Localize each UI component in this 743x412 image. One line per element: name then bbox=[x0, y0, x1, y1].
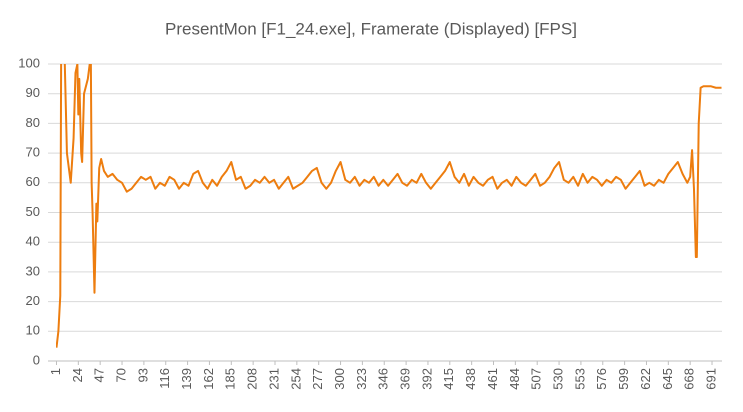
x-tick-label: 116 bbox=[157, 368, 172, 389]
data-line bbox=[56, 64, 722, 348]
x-tick-label: 93 bbox=[135, 368, 150, 382]
y-tick-label: 10 bbox=[26, 323, 40, 338]
x-tick-label: 438 bbox=[463, 368, 478, 390]
x-tick-label: 530 bbox=[551, 368, 566, 390]
x-tick-label: 484 bbox=[507, 368, 522, 390]
x-tick-label: 139 bbox=[179, 368, 194, 390]
x-tick-label: 254 bbox=[288, 368, 303, 390]
y-tick-label: 100 bbox=[18, 55, 40, 70]
x-tick-label: 323 bbox=[354, 368, 369, 390]
x-tick-label: 668 bbox=[682, 368, 697, 390]
y-tick-label: 50 bbox=[26, 204, 40, 219]
x-tick-label: 576 bbox=[594, 368, 609, 390]
chart-title: PresentMon [F1_24.exe], Framerate (Displ… bbox=[165, 19, 577, 38]
x-tick-label: 622 bbox=[638, 368, 653, 390]
x-tick-label: 162 bbox=[201, 368, 216, 390]
plot-area bbox=[56, 64, 722, 348]
y-tick-label: 20 bbox=[26, 293, 40, 308]
x-tick-label: 24 bbox=[70, 368, 85, 382]
x-tick-label: 507 bbox=[529, 368, 544, 390]
x-tick-label: 415 bbox=[441, 368, 456, 390]
x-tick-label: 392 bbox=[419, 368, 434, 390]
y-tick-label: 40 bbox=[26, 234, 40, 249]
x-tick-label: 369 bbox=[398, 368, 413, 390]
y-tick-label: 80 bbox=[26, 115, 40, 130]
x-tick-label: 47 bbox=[92, 368, 107, 382]
y-tick-label: 70 bbox=[26, 145, 40, 160]
x-tick-label: 1 bbox=[48, 368, 63, 375]
x-tick-label: 231 bbox=[266, 368, 281, 390]
x-tick-label: 208 bbox=[245, 368, 260, 390]
y-tick-label: 30 bbox=[26, 263, 40, 278]
x-tick-label: 553 bbox=[572, 368, 587, 390]
x-tick-label: 70 bbox=[113, 368, 128, 382]
x-tick-label: 461 bbox=[485, 368, 500, 390]
x-tick-label: 277 bbox=[310, 368, 325, 390]
y-tick-label: 90 bbox=[26, 85, 40, 100]
x-tick-label: 645 bbox=[660, 368, 675, 390]
y-tick-label: 0 bbox=[33, 352, 40, 367]
x-tick-label: 691 bbox=[703, 368, 718, 390]
x-tick-label: 599 bbox=[616, 368, 631, 390]
x-tick-label: 185 bbox=[223, 368, 238, 390]
x-tick-label: 346 bbox=[376, 368, 391, 390]
y-tick-label: 60 bbox=[26, 174, 40, 189]
x-tick-label: 300 bbox=[332, 368, 347, 390]
